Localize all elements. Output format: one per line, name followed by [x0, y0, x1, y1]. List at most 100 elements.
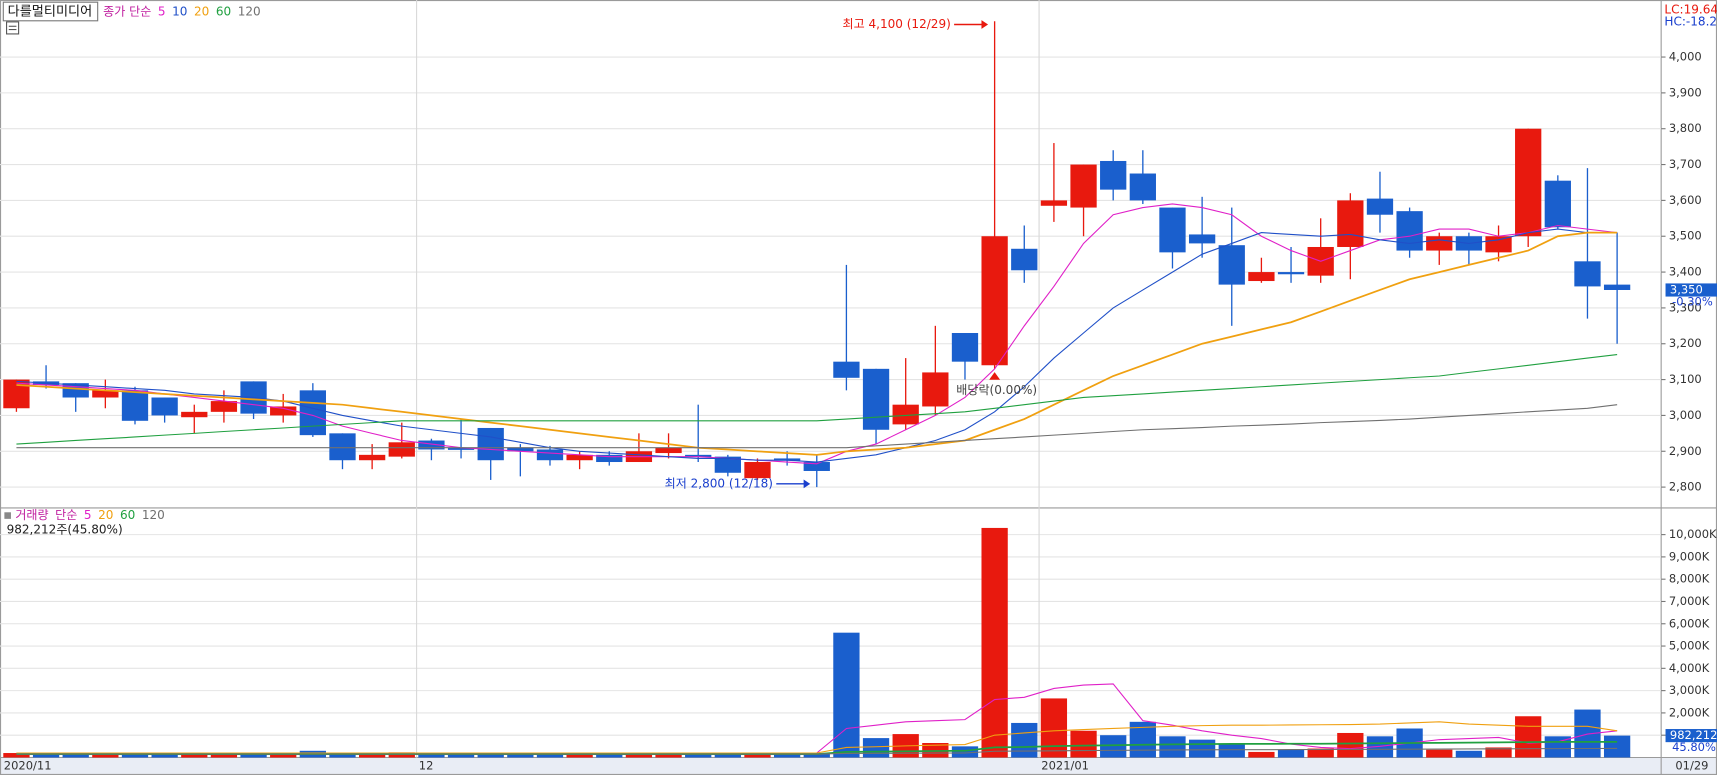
legend-entry: 거래량	[15, 508, 48, 522]
volume-bar	[803, 753, 830, 758]
volume-icon	[4, 512, 11, 519]
volume-bar	[62, 753, 89, 758]
volume-subtitle: 982,212주(45.80%)	[7, 522, 123, 536]
candle-body	[181, 411, 208, 418]
volume-bar	[1218, 744, 1245, 758]
candle-body	[1188, 234, 1216, 244]
y-tick-label: 3,300	[1669, 300, 1702, 314]
plot-area	[3, 21, 1631, 758]
volume-bar	[1485, 747, 1512, 758]
volume-bar	[981, 527, 1008, 758]
y-tick-label: 3,000K	[1669, 683, 1710, 697]
candle-body	[655, 447, 682, 454]
volume-bar	[418, 753, 445, 758]
volume-bar	[862, 738, 890, 758]
y-tick-label: 3,200	[1669, 336, 1702, 350]
y-tick-label: 3,700	[1669, 157, 1702, 171]
candle-body	[1574, 261, 1601, 287]
legend-entry: 종가 단순	[103, 5, 151, 19]
menu-icon-box[interactable]	[6, 21, 20, 35]
volume-bar	[270, 753, 297, 758]
candle-body	[299, 390, 326, 436]
volume-bar	[1515, 716, 1542, 758]
candle-body	[3, 379, 30, 409]
volume-bar	[1070, 730, 1097, 758]
volume-bar	[447, 753, 475, 758]
volume-bar	[1011, 722, 1038, 758]
y-tick-label: 4,000K	[1669, 661, 1710, 675]
candle-body	[447, 447, 475, 450]
candle-body	[1100, 160, 1127, 190]
y-tick-label: 3,100	[1669, 372, 1702, 386]
legend-entry[interactable]: 60	[216, 5, 231, 19]
candle-body	[1544, 180, 1571, 228]
x-tick-label: 2021/01	[1041, 759, 1089, 773]
candle-body	[1248, 272, 1275, 282]
volume-bar	[685, 753, 712, 758]
legend-entry[interactable]: 60	[120, 508, 135, 522]
candle-body	[1129, 173, 1156, 201]
current-price-label: 3,350	[1670, 282, 1703, 296]
legend-entry[interactable]: 120	[238, 5, 261, 19]
candle-body	[329, 433, 356, 461]
legend-entry[interactable]: 20	[194, 5, 209, 19]
legend-entry: 단순	[55, 508, 77, 522]
title-box[interactable]	[2, 1, 99, 22]
y-tick-label: 3,800	[1669, 121, 1702, 135]
volume-bar	[329, 752, 356, 758]
moving-average-line	[16, 721, 1618, 754]
annotation-arrow-head	[989, 372, 1001, 380]
legend-entry[interactable]: 5	[158, 5, 166, 19]
candle-body	[1070, 164, 1097, 208]
candle-body	[685, 454, 712, 458]
candle-body	[151, 397, 178, 416]
lc-label: LC:19.64	[1664, 2, 1717, 16]
y-tick-label: 3,500	[1669, 229, 1702, 243]
legend-entry[interactable]: 5	[84, 508, 92, 522]
annotation-text: 배당락(0.00%)	[956, 383, 1037, 397]
candle-body	[833, 361, 860, 378]
volume-bar	[477, 752, 504, 758]
y-tick-label: 10,000K	[1669, 527, 1717, 541]
annotation-text: 최고 4,100 (12/29)	[843, 17, 951, 31]
candle-body	[1159, 207, 1186, 253]
volume-bar	[536, 754, 564, 758]
x-tick-label: 01/29	[1675, 759, 1708, 773]
candle-body	[803, 462, 830, 471]
volume-ratio-label: 45.80%	[1672, 740, 1716, 754]
moving-average-line	[16, 747, 1618, 755]
candle-body	[358, 454, 386, 461]
y-tick-label: 4,000	[1669, 50, 1702, 64]
candle-body	[210, 401, 238, 412]
menu-icon[interactable]	[6, 21, 20, 35]
y-tick-label: 3,900	[1669, 85, 1702, 99]
x-tick-label: 2020/11	[4, 759, 52, 773]
current-price-box	[1665, 283, 1717, 297]
hc-label: HC:-18.29	[1664, 14, 1717, 28]
candle-body	[1337, 200, 1364, 247]
y-tick-label: 7,000K	[1669, 594, 1710, 608]
candle-body	[1040, 200, 1068, 206]
volume-bar	[951, 746, 979, 758]
candle-body	[1218, 245, 1245, 285]
y-tick-label: 5,000K	[1669, 639, 1710, 653]
legend-entry[interactable]: 20	[98, 508, 113, 522]
candle-body	[92, 390, 119, 398]
legend-entry[interactable]: 10	[172, 5, 187, 19]
grid	[0, 0, 1662, 758]
volume-bar	[596, 753, 623, 758]
volume-bar	[151, 754, 178, 758]
volume-bar	[358, 753, 386, 758]
candle-body	[1011, 248, 1038, 271]
moving-average-line	[16, 203, 1618, 465]
legend-entry[interactable]: 120	[142, 508, 165, 522]
volume-bar	[1188, 739, 1216, 758]
y-tick-label: 3,000	[1669, 408, 1702, 422]
y-tick-label: 3,400	[1669, 265, 1702, 279]
candle-body	[1485, 236, 1512, 253]
candle-body	[477, 427, 504, 461]
candle-body	[1396, 211, 1423, 251]
candle-body	[507, 447, 534, 452]
